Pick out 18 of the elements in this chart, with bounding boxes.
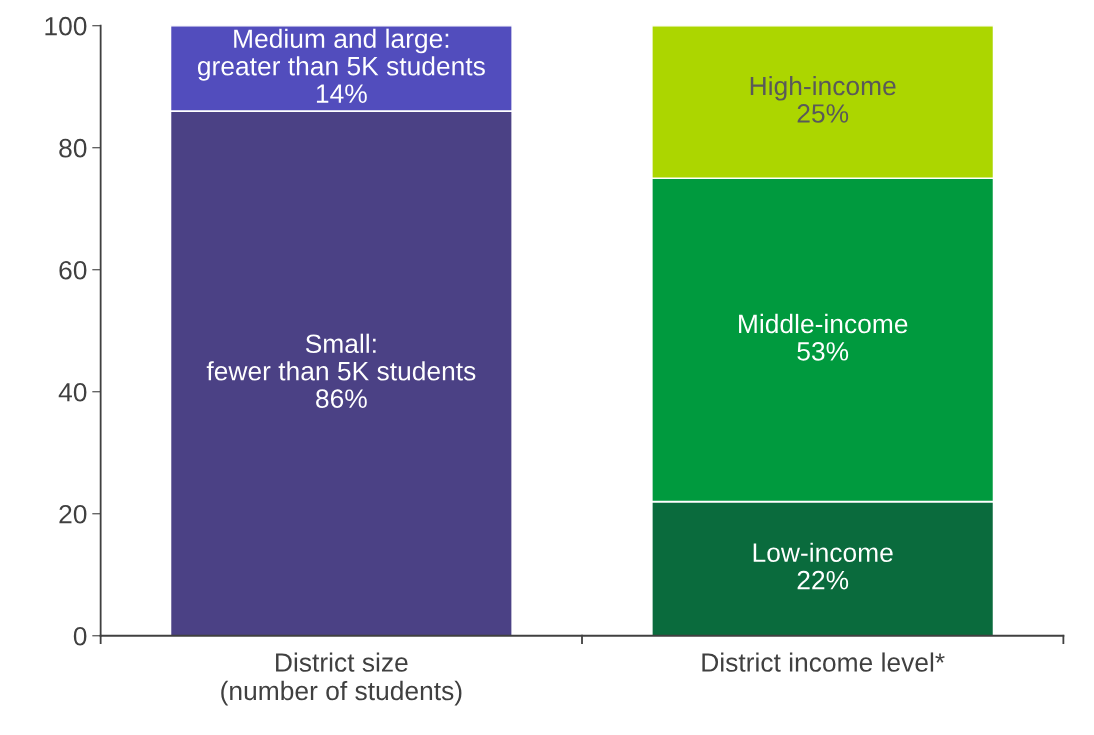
- y-tick-label: 80: [59, 138, 87, 158]
- y-tick-label: 100: [45, 16, 87, 36]
- data-label: 53%: [797, 342, 849, 361]
- y-tick-label: 40: [58, 382, 87, 402]
- series-label: Small: fewer than 5K students: [206, 333, 476, 381]
- series-label: Medium and large: greater than 5K students: [197, 28, 485, 81]
- data-label: 22%: [797, 570, 849, 590]
- data-label: 86%: [316, 389, 367, 409]
- data-label: 25%: [797, 104, 849, 123]
- series-label: Low-income: [753, 542, 893, 563]
- x-tick-label: District income level*: [702, 652, 945, 672]
- y-tick-label: 60: [59, 260, 87, 280]
- data-label: 14%: [316, 84, 367, 103]
- series-label: High-income: [750, 75, 896, 101]
- y-tick-label: 0: [73, 626, 87, 646]
- series-label: Middle-income: [739, 313, 908, 334]
- x-tick-label: District size (number of students): [221, 652, 462, 706]
- y-tick-label: 20: [59, 504, 87, 524]
